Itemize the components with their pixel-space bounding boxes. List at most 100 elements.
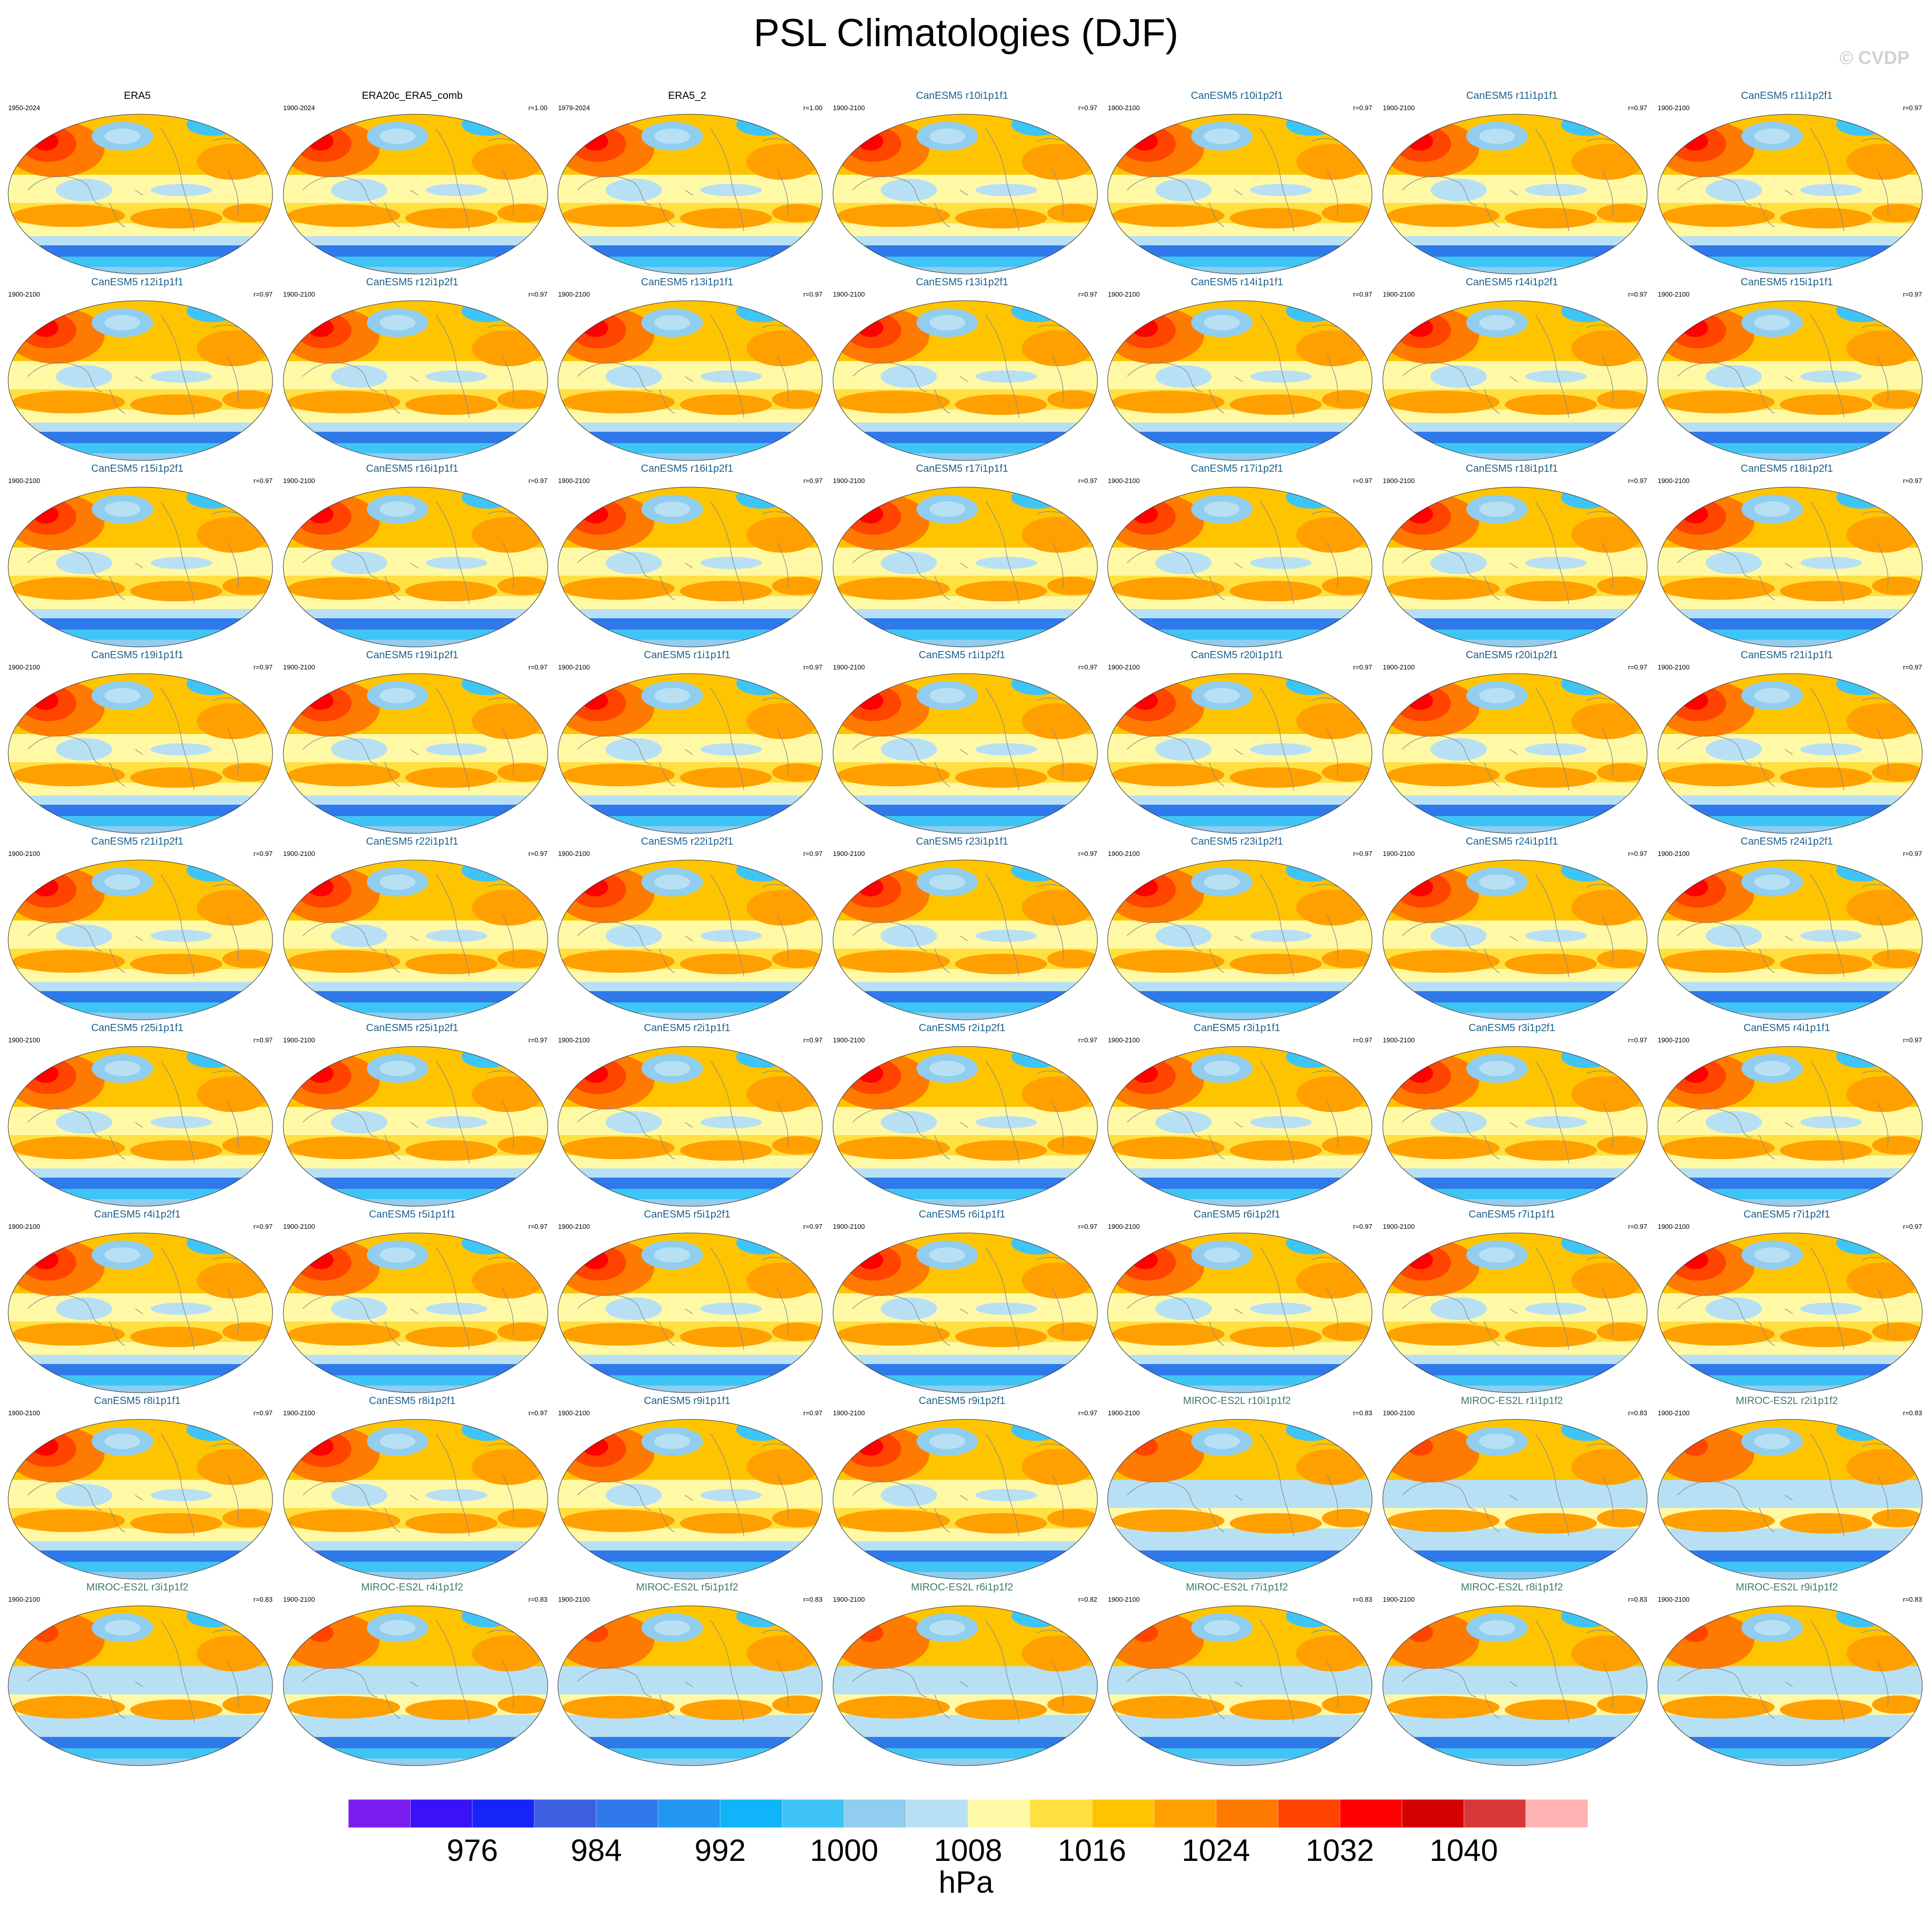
panel-title: CanESM5 r6i1p1f1	[919, 1209, 1006, 1220]
panel-period: 1900-2100	[283, 1223, 315, 1230]
panel-pattern-correlation: r=0.97	[528, 477, 548, 485]
panel-map	[557, 300, 823, 462]
colorbar-box	[596, 1799, 659, 1828]
panel-map	[282, 486, 549, 648]
colorbar-tick-label: 984	[570, 1833, 622, 1868]
psl-map	[1382, 114, 1648, 275]
panel-pattern-correlation: r=0.83	[1628, 1596, 1647, 1603]
panel-title: CanESM5 r23i1p1f1	[916, 836, 1008, 847]
map-panel: CanESM5 r21i1p2f1 1900-2100 r=0.97	[0, 835, 275, 1022]
panel-map	[282, 113, 549, 275]
map-panel: CanESM5 r16i1p2f1 1900-2100 r=0.97	[550, 463, 824, 649]
panel-period: 1900-2100	[1657, 663, 1690, 671]
psl-map	[8, 1419, 273, 1580]
panel-pattern-correlation: r=0.97	[1903, 1036, 1922, 1044]
panel-title: MIROC-ES2L r8i1p1f2	[1461, 1582, 1563, 1593]
panel-period: 1900-2100	[833, 1409, 865, 1417]
panel-pattern-correlation: r=0.83	[528, 1596, 548, 1603]
panel-map	[1107, 486, 1373, 648]
panel-map	[1657, 486, 1923, 648]
psl-map	[8, 673, 273, 834]
panel-pattern-correlation: r=0.82	[1078, 1596, 1097, 1603]
psl-map	[283, 860, 548, 1020]
psl-map	[557, 673, 823, 834]
map-panel: MIROC-ES2L r5i1p1f2 1900-2100 r=0.83	[550, 1581, 824, 1768]
psl-map	[8, 487, 273, 647]
colorbar-box	[1339, 1799, 1402, 1828]
panel-period: 1900-2100	[1383, 1596, 1415, 1603]
map-panel: CanESM5 r8i1p1f1 1900-2100 r=0.97	[0, 1395, 275, 1582]
panel-pattern-correlation: r=0.97	[1903, 1223, 1922, 1230]
panel-period: 1900-2100	[1108, 290, 1140, 298]
panel-period: 1900-2100	[8, 850, 40, 857]
panel-title: CanESM5 r8i1p2f1	[369, 1395, 456, 1407]
panel-map	[7, 1605, 274, 1767]
panel-title: CanESM5 r3i1p2f1	[1468, 1022, 1555, 1034]
colorbar-tick-label: 1032	[1305, 1833, 1374, 1868]
map-panel: CanESM5 r22i1p2f1 1900-2100 r=0.97	[550, 835, 824, 1022]
map-panel: CanESM5 r24i1p1f1 1900-2100 r=0.97	[1375, 835, 1649, 1022]
panel-pattern-correlation: r=0.97	[253, 290, 273, 298]
psl-map	[1107, 1605, 1373, 1766]
map-panel: CanESM5 r15i1p2f1 1900-2100 r=0.97	[0, 463, 275, 649]
panel-map	[1107, 1605, 1373, 1767]
panel-period: 1900-2100	[1383, 477, 1415, 485]
panel-pattern-correlation: r=0.97	[1078, 477, 1097, 485]
panel-map	[1107, 300, 1373, 462]
map-panel: CanESM5 r17i1p1f1 1900-2100 r=0.97	[825, 463, 1099, 649]
map-panel: CanESM5 r2i1p1f1 1900-2100 r=0.97	[550, 1022, 824, 1209]
colorbar-box	[906, 1799, 969, 1828]
panel-pattern-correlation: r=0.97	[1078, 850, 1097, 857]
map-panel: CanESM5 r13i1p2f1 1900-2100 r=0.97	[825, 276, 1099, 463]
panel-title: MIROC-ES2L r3i1p1f2	[86, 1582, 189, 1593]
panel-period: 1900-2100	[558, 1409, 590, 1417]
map-panel: ERA5 1950-2024	[0, 90, 275, 277]
panel-map	[832, 486, 1098, 648]
panel-map	[832, 859, 1098, 1021]
panel-map	[832, 1232, 1098, 1394]
psl-map	[1382, 1046, 1648, 1207]
psl-map	[557, 1232, 823, 1393]
psl-map	[833, 1605, 1098, 1766]
psl-map	[283, 487, 548, 647]
panel-period: 1900-2100	[283, 1036, 315, 1044]
panel-map	[1382, 1232, 1648, 1394]
map-panel: CanESM5 r9i1p1f1 1900-2100 r=0.97	[550, 1395, 824, 1582]
colorbar-box	[968, 1799, 1031, 1828]
panel-map	[282, 1418, 549, 1580]
panel-pattern-correlation: r=0.97	[803, 663, 823, 671]
psl-map	[1382, 1232, 1648, 1393]
panel-pattern-correlation: r=0.83	[1903, 1409, 1922, 1417]
colorbar-tick-label: 1016	[1057, 1833, 1127, 1868]
panel-pattern-correlation: r=0.97	[528, 290, 548, 298]
map-panel: CanESM5 r9i1p2f1 1900-2100 r=0.97	[825, 1395, 1099, 1582]
psl-map	[557, 300, 823, 461]
panel-pattern-correlation: r=0.97	[1628, 1036, 1647, 1044]
panel-pattern-correlation: r=0.97	[803, 290, 823, 298]
panel-pattern-correlation: r=0.97	[803, 850, 823, 857]
colorbar-tick-label: 1000	[809, 1833, 879, 1868]
psl-map	[1657, 1232, 1923, 1393]
panel-title: ERA20c_ERA5_comb	[362, 90, 463, 101]
colorbar-tick-label: 1008	[933, 1833, 1003, 1868]
panel-title: MIROC-ES2L r1i1p1f2	[1461, 1395, 1563, 1407]
panel-map	[557, 1418, 823, 1580]
panel-pattern-correlation: r=0.97	[1078, 1409, 1097, 1417]
panel-pattern-correlation: r=0.97	[1903, 850, 1922, 857]
panel-period: 1900-2100	[833, 1223, 865, 1230]
panel-pattern-correlation: r=0.97	[528, 850, 548, 857]
panel-pattern-correlation: r=0.97	[253, 663, 273, 671]
panel-period: 1900-2100	[833, 1036, 865, 1044]
colorbar-tick-label: 1024	[1181, 1833, 1251, 1868]
map-panel: CanESM5 r18i1p1f1 1900-2100 r=0.97	[1375, 463, 1649, 649]
panel-map	[1107, 859, 1373, 1021]
psl-map	[1107, 1046, 1373, 1207]
panel-period: 1900-2100	[1657, 104, 1690, 112]
map-panel: CanESM5 r14i1p1f1 1900-2100 r=0.97	[1099, 276, 1374, 463]
map-panel: CanESM5 r1i1p1f1 1900-2100 r=0.97	[550, 649, 824, 836]
map-panel: MIROC-ES2L r1i1p1f2 1900-2100 r=0.83	[1375, 1395, 1649, 1582]
panel-period: 1900-2100	[8, 1223, 40, 1230]
panel-map	[557, 1232, 823, 1394]
panel-period: 1900-2100	[558, 1223, 590, 1230]
map-panel: CanESM5 r19i1p1f1 1900-2100 r=0.97	[0, 649, 275, 836]
